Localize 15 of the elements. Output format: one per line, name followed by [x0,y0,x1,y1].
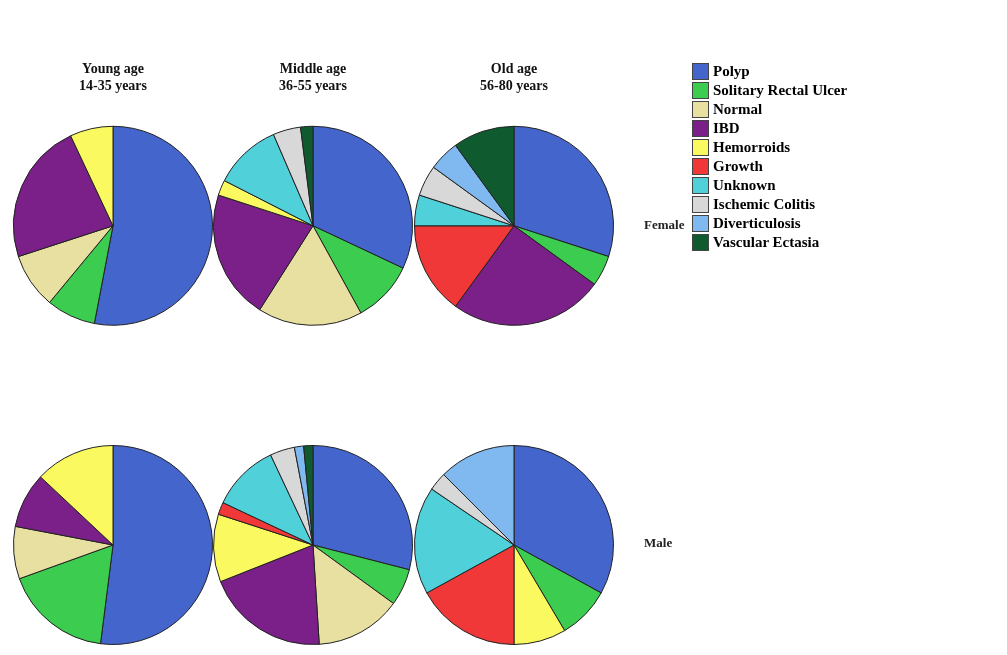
legend-label: Normal [713,101,763,118]
legend-label: Growth [713,158,763,175]
chart-title: Old age 56-80 years [479,61,549,93]
legend-label: Polyp [713,63,750,80]
legend-label: Diverticulosis [713,215,801,232]
legend-label: Solitary Rectal Ulcer [713,82,848,99]
chart-title: Young age 14-35 years [78,61,148,93]
text: Male [644,535,673,551]
legend-label: Unknown [713,177,776,194]
legend-label: Ischemic Colitis [713,196,816,213]
legend-label: Vascular Ectasia [713,234,820,251]
chart-title: Middle age 36-55 years [278,61,348,93]
text: Female [644,217,685,233]
legend-label: Hemorroids [713,139,791,156]
legend-label: IBD [713,120,740,137]
